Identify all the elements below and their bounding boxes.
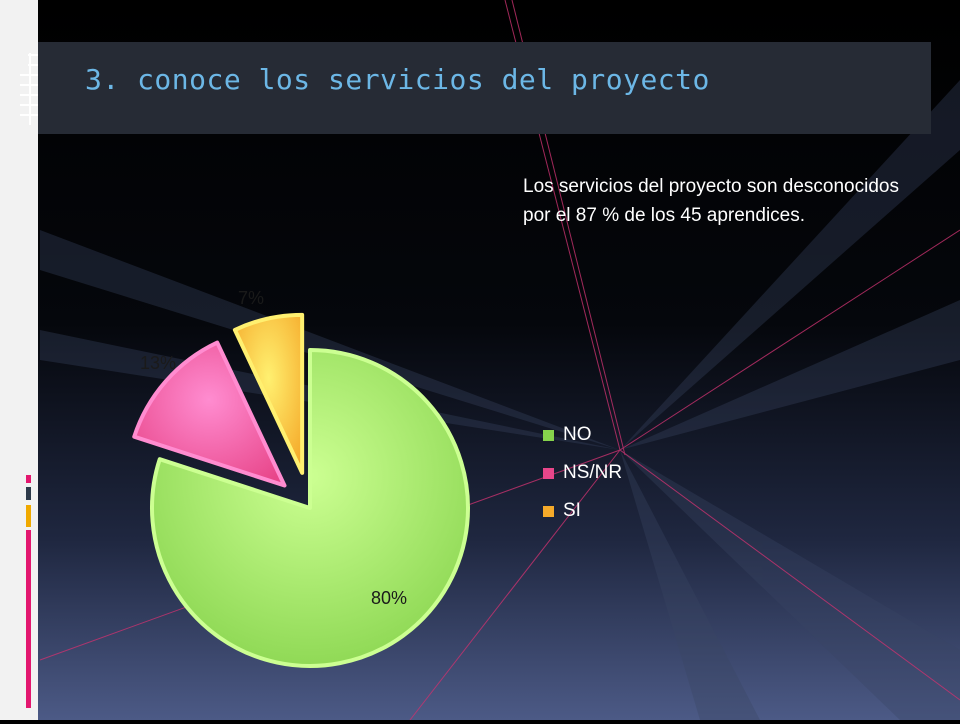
legend-item-no: NO (543, 416, 622, 454)
title-band (38, 42, 931, 134)
data-label-nsnr: 13% (140, 353, 176, 373)
slide-title: 3. conoce los servicios del proyecto (85, 63, 710, 96)
pie-slice-nsnr (132, 340, 287, 488)
legend-swatch-nsnr (543, 467, 554, 479)
legend-item-si: SI (543, 492, 622, 530)
data-label-si: 7% (238, 288, 264, 308)
pie-slice-si (232, 312, 305, 475)
legend-item-nsnr: NS/NR (543, 454, 622, 492)
legend-swatch-no (543, 429, 554, 441)
left-decor-strip (0, 0, 38, 720)
chart-legend: NO NS/NR SI (543, 416, 622, 530)
data-label-no: 80% (371, 588, 407, 608)
pie-slice-no (150, 348, 470, 668)
legend-label-si: SI (563, 500, 581, 521)
legend-swatch-si (543, 505, 554, 517)
slide-description: Los servicios del proyecto son desconoci… (523, 176, 899, 226)
legend-label-no: NO (563, 424, 592, 445)
legend-label-nsnr: NS/NR (563, 462, 623, 483)
